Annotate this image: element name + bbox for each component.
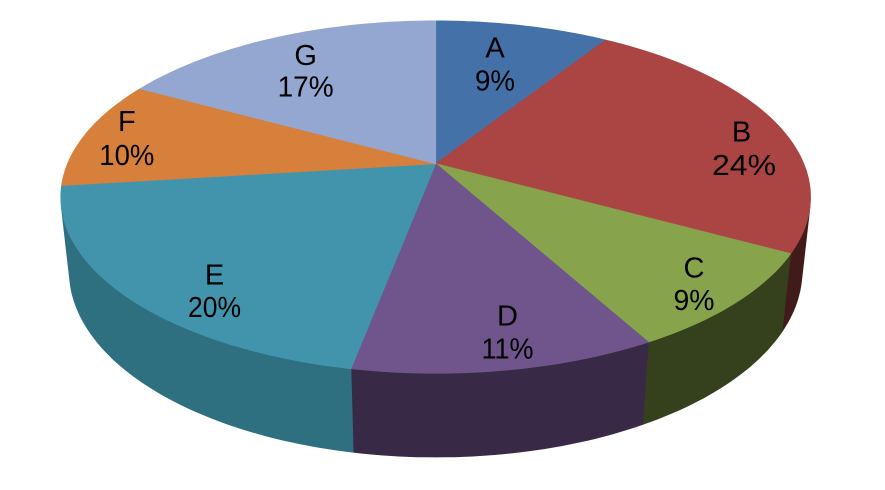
svg-text:C: C — [684, 253, 705, 285]
svg-text:G: G — [294, 40, 317, 72]
svg-text:A: A — [485, 33, 505, 65]
svg-text:E: E — [205, 259, 224, 291]
svg-text:9%: 9% — [475, 66, 515, 98]
svg-text:B: B — [732, 117, 751, 149]
svg-text:10%: 10% — [99, 140, 154, 172]
svg-text:20%: 20% — [188, 292, 241, 324]
svg-text:24%: 24% — [712, 150, 776, 182]
svg-text:11%: 11% — [482, 334, 534, 366]
svg-text:D: D — [497, 301, 518, 333]
svg-text:F: F — [118, 106, 136, 138]
svg-text:17%: 17% — [278, 72, 334, 104]
svg-text:9%: 9% — [674, 285, 715, 317]
